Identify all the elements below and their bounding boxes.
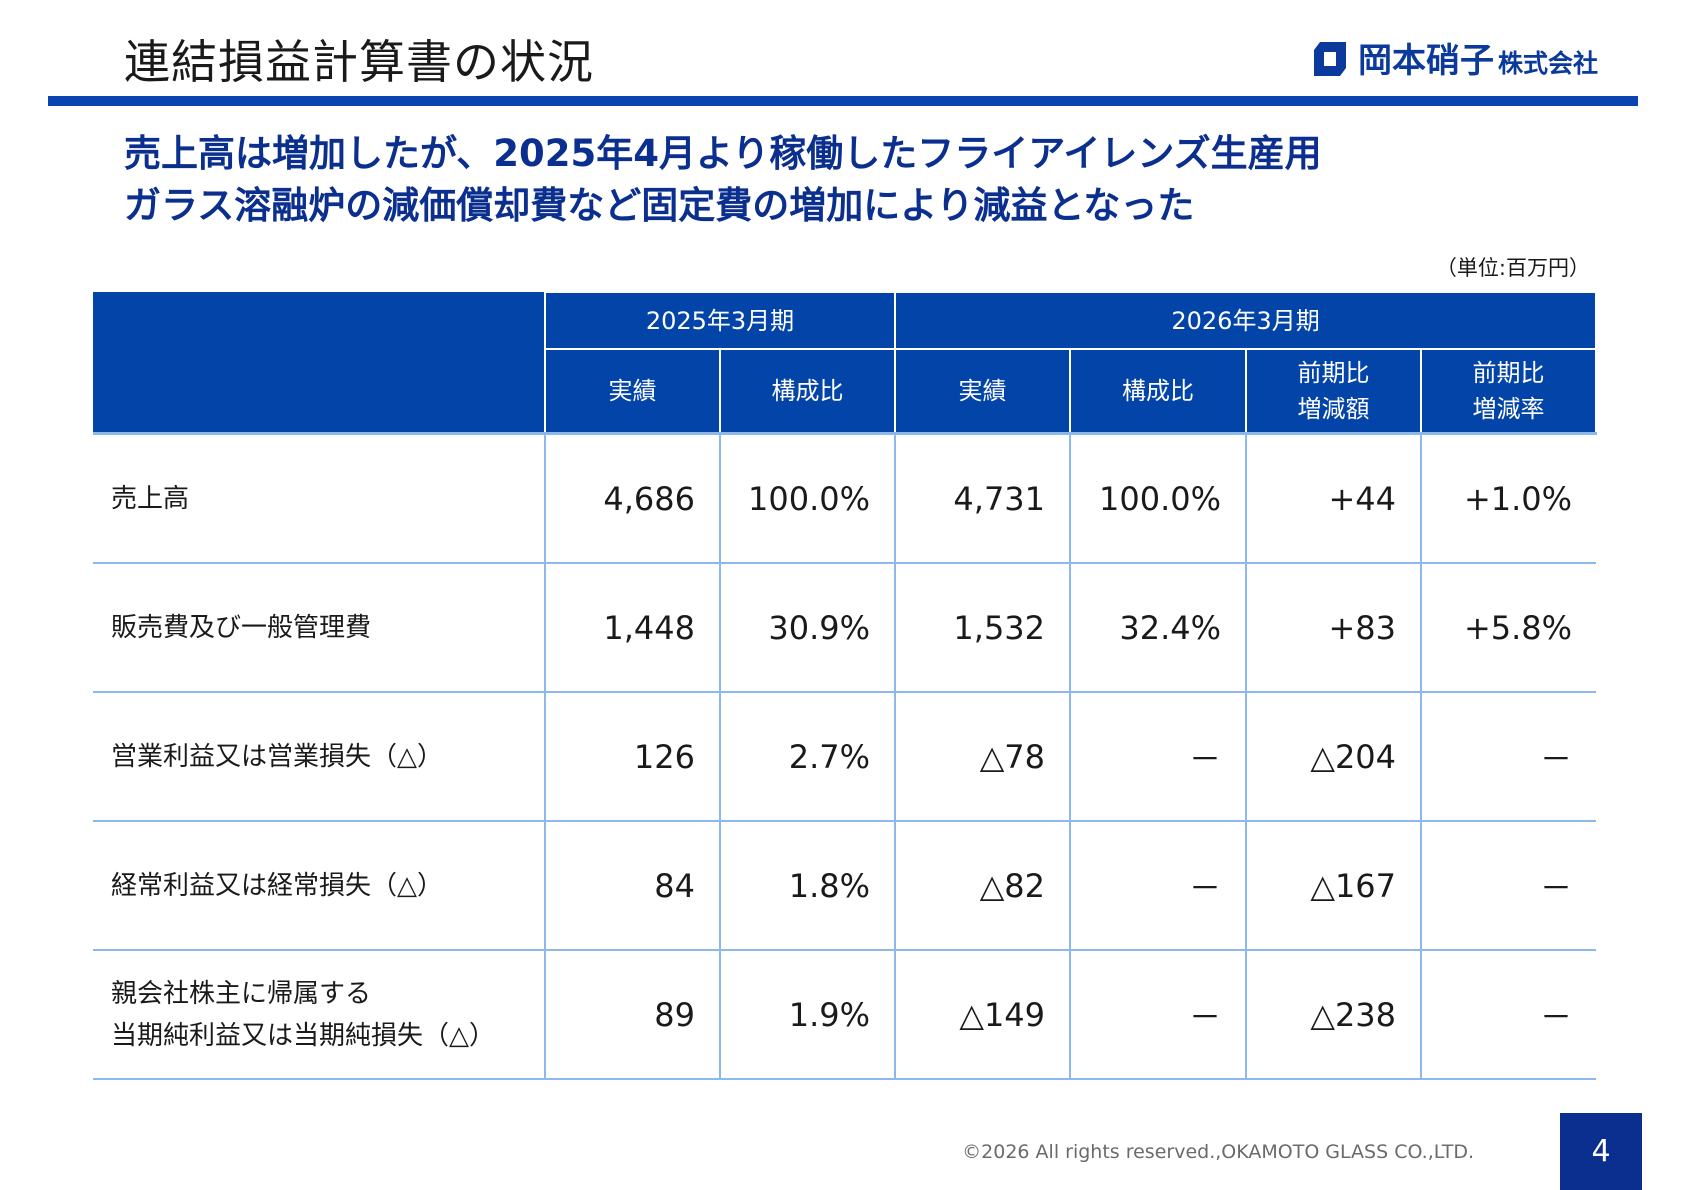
cell-change-rate: － — [1420, 821, 1597, 951]
period-header-2025: 2025年3月期 — [543, 291, 897, 350]
row-label: 販売費及び一般管理費 — [93, 563, 545, 693]
row-label: 親会社株主に帰属する当期純利益又は当期純損失（△） — [93, 950, 545, 1080]
cell-result-2026: 1,532 — [894, 563, 1071, 693]
cell-result-2025: 89 — [544, 950, 720, 1080]
table-row: 売上高 4,686 100.0% 4,731 100.0% +44 +1.0% — [93, 432, 1597, 564]
row-label: 経常利益又は経常損失（△） — [93, 821, 545, 951]
header-corner-cell — [93, 292, 546, 435]
cell-change-amount: +83 — [1245, 563, 1422, 693]
cell-ratio-2026: － — [1069, 692, 1247, 822]
title-underline-bar — [48, 96, 1638, 106]
cell-result-2026: 4,731 — [894, 432, 1071, 564]
headline: 売上高は増加したが、2025年4月より稼働したフライアイレンズ生産用 ガラス溶融… — [124, 128, 1322, 232]
cell-result-2026: △149 — [894, 950, 1071, 1080]
cell-change-amount: △238 — [1245, 950, 1422, 1080]
cell-ratio-2026: － — [1069, 950, 1247, 1080]
cell-ratio-2026: － — [1069, 821, 1247, 951]
cell-change-amount: △204 — [1245, 692, 1422, 822]
row-label-line2: 当期純利益又は当期純損失（△） — [111, 1020, 495, 1051]
company-suffix: 株式会社 — [1497, 49, 1598, 78]
row-label-line1: 売上高 — [111, 483, 190, 514]
col-header-change-amount-line1: 前期比 — [1297, 359, 1370, 387]
cell-change-rate: － — [1420, 950, 1597, 1080]
col-header-change-amount-line2: 増減額 — [1297, 395, 1370, 423]
logo-mark-icon — [1313, 42, 1346, 76]
headline-line-1: 売上高は増加したが、2025年4月より稼働したフライアイレンズ生産用 — [124, 132, 1322, 175]
cell-result-2025: 4,686 — [544, 432, 720, 564]
company-logo: 岡本硝子 株式会社 — [1312, 40, 1598, 78]
income-statement-table: 2025年3月期 2026年3月期 実績 構成比 実績 構成比 前期比 増減額 … — [93, 291, 1598, 1080]
table-row: 販売費及び一般管理費 1,448 30.9% 1,532 32.4% +83 +5.8% — [93, 563, 1597, 693]
cell-ratio-2025: 1.8% — [718, 821, 896, 951]
table-row: 営業利益又は営業損失（△） 126 2.7% △78 － △204 － — [93, 692, 1597, 822]
cell-change-amount: △167 — [1245, 821, 1422, 951]
cell-result-2026: △78 — [894, 692, 1071, 822]
col-header-change-rate-line2: 増減率 — [1472, 395, 1545, 423]
slide-title: 連結損益計算書の状況 — [124, 35, 594, 89]
company-name: 岡本硝子 — [1357, 41, 1494, 81]
row-label: 営業利益又は営業損失（△） — [93, 692, 545, 822]
cell-change-rate: － — [1420, 692, 1597, 822]
cell-ratio-2025: 2.7% — [718, 692, 896, 822]
cell-ratio-2025: 1.9% — [718, 950, 896, 1080]
col-header-change-rate-line1: 前期比 — [1472, 359, 1545, 387]
col-header-change-rate: 前期比 増減率 — [1420, 348, 1598, 435]
unit-note: （単位:百万円） — [1435, 256, 1590, 280]
row-label-line1: 経常利益又は経常損失（△） — [111, 870, 443, 901]
cell-result-2025: 126 — [544, 692, 720, 822]
cell-ratio-2026: 100.0% — [1069, 432, 1247, 564]
row-label: 売上高 — [93, 432, 545, 564]
headline-line-2: ガラス溶融炉の減価償却費など固定費の増加により減益となった — [124, 184, 1195, 227]
col-header-result-2025: 実績 — [544, 348, 721, 435]
cell-change-rate: +5.8% — [1420, 563, 1597, 693]
col-header-ratio-2025: 構成比 — [718, 348, 897, 435]
cell-ratio-2025: 100.0% — [718, 432, 896, 564]
row-label-line1: 営業利益又は営業損失（△） — [111, 741, 443, 772]
col-header-change-amount: 前期比 増減額 — [1245, 348, 1423, 435]
table-row: 親会社株主に帰属する 当期純利益又は当期純損失（△） 89 1.9% △149 － △238… — [93, 950, 1597, 1080]
table-row: 経常利益又は経常損失（△） 84 1.8% △82 － △167 － — [93, 821, 1597, 951]
row-label-line1: 親会社株主に帰属する — [111, 978, 372, 1009]
row-label-line1: 販売費及び一般管理費 — [111, 612, 372, 643]
cell-ratio-2026: 32.4% — [1069, 563, 1247, 693]
page-number-box: 4 — [1560, 1113, 1642, 1190]
page-number: 4 — [1591, 1134, 1611, 1169]
period-header-2026: 2026年3月期 — [894, 291, 1598, 350]
col-header-ratio-2026: 構成比 — [1069, 348, 1248, 435]
cell-result-2026: △82 — [894, 821, 1071, 951]
footer-copyright: ©2026 All rights reserved.,OKAMOTO GLASS… — [962, 1141, 1474, 1163]
cell-ratio-2025: 30.9% — [718, 563, 896, 693]
cell-result-2025: 84 — [544, 821, 720, 951]
cell-result-2025: 1,448 — [544, 563, 720, 693]
cell-change-amount: +44 — [1245, 432, 1422, 564]
col-header-result-2026: 実績 — [894, 348, 1072, 435]
cell-change-rate: +1.0% — [1420, 432, 1597, 564]
